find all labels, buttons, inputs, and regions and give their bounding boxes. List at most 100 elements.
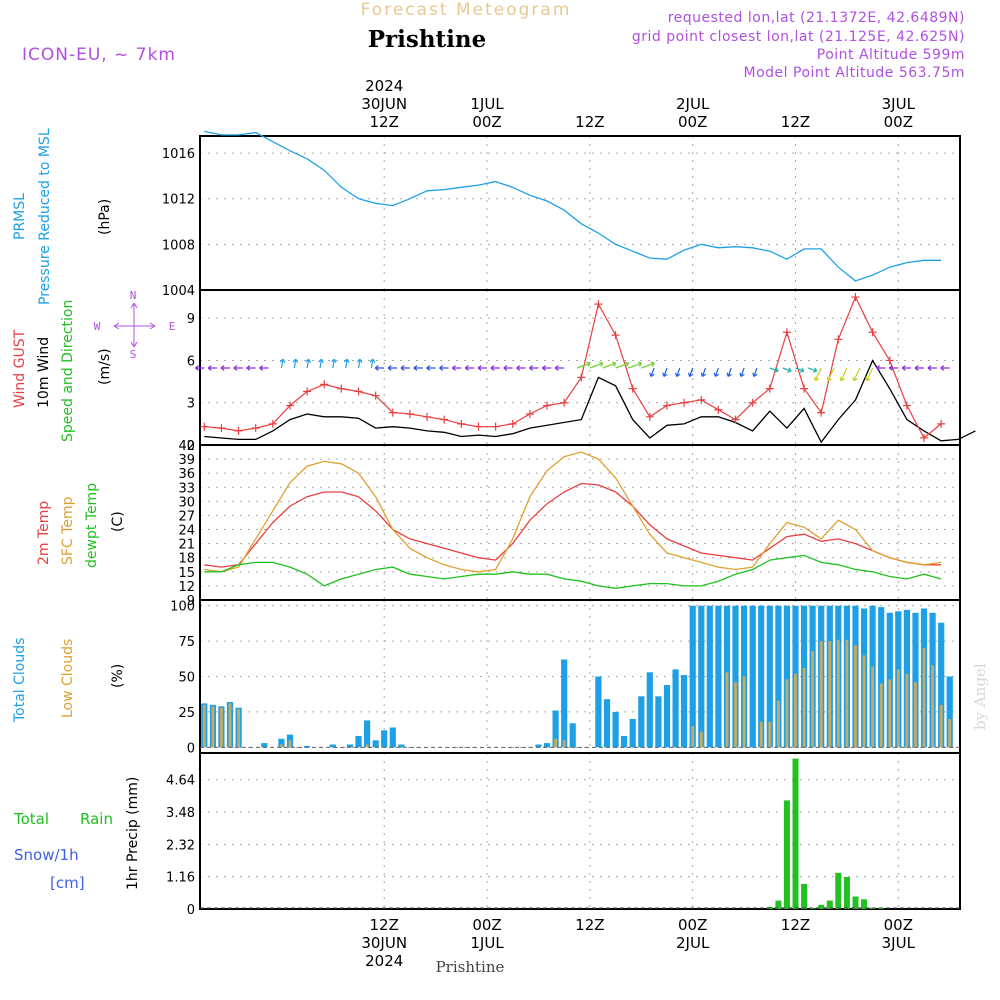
total-cloud-bar-39 xyxy=(535,744,542,748)
location-title: Prishtine xyxy=(368,26,487,53)
clouds-label-2: Low Clouds xyxy=(60,639,76,718)
wind-dir-arrow-40 xyxy=(713,367,719,377)
low-cloud-bar-70 xyxy=(802,668,806,748)
low-cloud-bar-83 xyxy=(914,682,917,748)
rain-bar-9 xyxy=(843,877,850,909)
clouds-ytick-3: 75 xyxy=(178,635,195,650)
gust-marker-32 xyxy=(748,398,757,407)
wind-dir-arrow-38 xyxy=(687,367,694,377)
total-cloud-bar-57 xyxy=(689,605,696,748)
total-cloud-bar-48 xyxy=(612,711,619,748)
wind-dir-arrow-3 xyxy=(233,365,243,371)
bottom-tick-0-line3: 2024 xyxy=(365,952,403,970)
total-cloud-bar-83 xyxy=(912,612,919,748)
total-cloud-bar-86 xyxy=(938,622,945,748)
total-cloud-bar-12 xyxy=(304,745,311,748)
rain-bar-8 xyxy=(835,872,842,909)
low-cloud-bar-81 xyxy=(896,669,900,748)
temp-ytick-0: 9 xyxy=(187,594,195,609)
gust-marker-15 xyxy=(457,419,466,428)
total-cloud-bar-65 xyxy=(758,605,765,748)
low-cloud-bar-62 xyxy=(734,682,737,748)
temp-unit: (C) xyxy=(110,511,126,532)
rain-bar-4 xyxy=(801,883,808,909)
wind-dir-arrow-32 xyxy=(615,361,630,369)
wind-dir-arrow-16 xyxy=(400,365,410,371)
total-cloud-bar-59 xyxy=(706,605,713,748)
low-cloud-bar-4 xyxy=(237,709,240,748)
gust-marker-21 xyxy=(560,398,569,407)
total-cloud-bar-22 xyxy=(389,727,396,748)
total-cloud-bar-41 xyxy=(552,710,559,748)
low-cloud-bar-76 xyxy=(854,645,857,748)
temp-ytick-7: 30 xyxy=(178,495,195,510)
rain-bar-2 xyxy=(783,800,790,909)
low-cloud-bar-3 xyxy=(228,703,232,748)
gust-marker-38 xyxy=(851,293,860,302)
total-cloud-bar-19 xyxy=(364,720,371,748)
requested-coords: requested lon,lat (21.1372E, 42.6489N) xyxy=(668,10,965,26)
wind-dir-arrow-19 xyxy=(439,365,449,371)
total-cloud-bar-52 xyxy=(646,672,653,748)
gust-marker-0 xyxy=(200,422,209,431)
gust-marker-3 xyxy=(251,424,260,433)
clouds-panel: Total Clouds Low Clouds (%) 0 25 50 75 100 xyxy=(12,599,961,756)
low-cloud-bar-41 xyxy=(554,738,557,748)
total-cloud-bar-42 xyxy=(561,659,568,748)
total-cloud-bar-15 xyxy=(329,744,336,748)
total-cloud-bar-46 xyxy=(595,676,602,748)
wind-dir-arrow-9 xyxy=(318,358,324,369)
precip-ytick-2: 2.32 xyxy=(166,838,195,853)
wind-dir-arrow-7 xyxy=(292,358,299,369)
gust-marker-26 xyxy=(645,412,654,421)
gust-marker-2 xyxy=(234,426,243,435)
precip-ytick-0: 0 xyxy=(187,903,195,918)
gust-marker-16 xyxy=(474,422,483,431)
total-cloud-bar-43 xyxy=(569,723,576,748)
temp-ytick-8: 33 xyxy=(178,481,195,496)
low-cloud-bar-10 xyxy=(288,740,292,748)
total-cloud-bar-68 xyxy=(783,605,790,748)
gust-marker-20 xyxy=(543,401,552,410)
gust-marker-6 xyxy=(303,387,312,396)
gust-marker-29 xyxy=(697,395,706,404)
wind-dir-arrow-21 xyxy=(464,365,475,371)
watermark: by Angel xyxy=(971,663,989,730)
low-cloud-bar-73 xyxy=(828,641,832,748)
low-cloud-bar-19 xyxy=(365,744,369,748)
compass-e: E xyxy=(169,320,176,333)
wind-dir-arrow-34 xyxy=(641,361,655,369)
gust-marker-14 xyxy=(440,415,449,424)
gust-marker-1 xyxy=(217,424,226,433)
wind-dir-arrow-37 xyxy=(675,367,681,377)
wind-dir-arrow-42 xyxy=(739,367,745,377)
clouds-ytick-2: 50 xyxy=(178,671,195,686)
top-tick-4-line3: 12Z xyxy=(781,113,810,131)
wind-dir-arrow-49 xyxy=(826,367,835,382)
wind-dir-arrow-52 xyxy=(865,367,874,382)
low-cloud-bar-82 xyxy=(905,673,909,748)
temp-ytick-6: 27 xyxy=(178,509,195,524)
bottom-tick-5-line2: 3JUL xyxy=(882,934,916,952)
wind-dir-arrow-8 xyxy=(305,358,312,369)
low-cloud-bar-77 xyxy=(862,655,866,748)
top-tick-1-line2: 1JUL xyxy=(470,95,504,113)
wind-ytick-3: 9 xyxy=(187,312,195,327)
wind-dir-arrow-30 xyxy=(589,361,604,369)
low-cloud-bar-69 xyxy=(794,673,797,748)
low-cloud-bar-87 xyxy=(948,719,952,748)
pressure-ytick-0: 1004 xyxy=(162,284,195,299)
wind-dir-arrow-11 xyxy=(343,358,350,369)
wind-dir-arrow-48 xyxy=(813,367,822,382)
pressure-label-2: Pressure Reduced to MSL xyxy=(37,128,53,305)
wind-dir-arrow-12 xyxy=(356,358,363,369)
wind-label-1: Wind GUST xyxy=(12,329,28,408)
total-cloud-bar-66 xyxy=(766,605,773,748)
gust-marker-41 xyxy=(902,401,911,410)
gust-marker-40 xyxy=(885,356,894,365)
gust-marker-4 xyxy=(268,419,277,428)
rain-bar-5 xyxy=(809,908,816,910)
low-cloud-bar-80 xyxy=(888,679,892,748)
total-cloud-bar-53 xyxy=(655,696,662,748)
